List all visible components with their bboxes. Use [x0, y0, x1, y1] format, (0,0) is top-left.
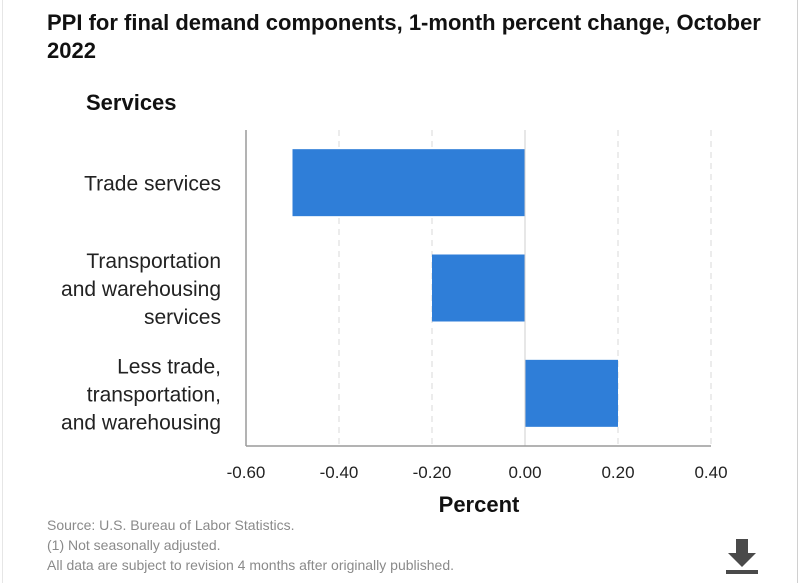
source-note: Source: U.S. Bureau of Labor Statistics.	[47, 517, 295, 533]
category-label: and warehousing	[61, 411, 221, 434]
download-button[interactable]	[722, 536, 762, 576]
x-tick-label: 0.20	[601, 463, 634, 482]
chart-title: PPI for final demand components, 1-month…	[47, 10, 761, 63]
frame-border-left	[2, 0, 3, 583]
revision-note: All data are subject to revision 4 month…	[47, 557, 454, 573]
chart-subtitle: Services	[86, 90, 177, 115]
bar	[292, 149, 525, 217]
x-tick-label: -0.60	[227, 463, 266, 482]
bar	[525, 359, 618, 427]
footnote: (1) Not seasonally adjusted.	[47, 537, 221, 553]
category-label: Transportation	[86, 250, 221, 273]
bar	[432, 254, 525, 322]
x-tick-label: -0.20	[413, 463, 452, 482]
category-label: services	[144, 306, 221, 329]
x-tick-label: -0.40	[320, 463, 359, 482]
category-label: Trade services	[84, 173, 221, 196]
category-label: and warehousing	[61, 278, 221, 301]
x-tick-label: 0.00	[508, 463, 541, 482]
category-label: Less trade,	[117, 355, 221, 378]
frame-border-right	[797, 0, 798, 583]
x-axis-label: Percent	[439, 492, 520, 517]
category-label: transportation,	[87, 383, 221, 406]
x-tick-label: 0.40	[694, 463, 727, 482]
chart-notes: Source: U.S. Bureau of Labor Statistics.…	[47, 515, 454, 575]
download-icon	[726, 539, 758, 574]
